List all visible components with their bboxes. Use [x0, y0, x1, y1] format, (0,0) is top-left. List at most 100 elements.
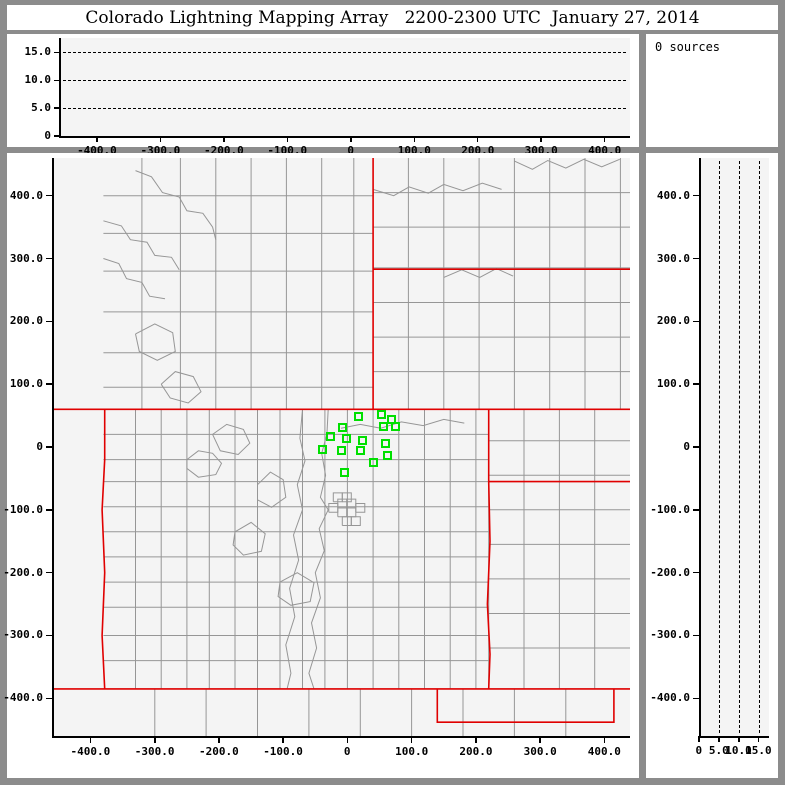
- lightning-source-marker: [342, 433, 352, 443]
- y-tick: [46, 446, 52, 448]
- gridline-v: [758, 161, 760, 733]
- y-tick-label: 100.0: [9, 377, 43, 391]
- county-line-irregular: [212, 423, 251, 456]
- x-tick: [223, 136, 225, 142]
- county-line-metro: [350, 516, 361, 526]
- x-tick-label: -300.0: [134, 745, 175, 758]
- x-axis-line: [59, 136, 630, 138]
- county-line-irregular: [135, 170, 217, 240]
- map-geography: [52, 158, 630, 736]
- y-tick: [46, 634, 52, 637]
- y-axis-line: [52, 158, 54, 736]
- x-tick: [476, 136, 479, 142]
- x-tick-label: 0: [695, 744, 703, 757]
- x-tick: [738, 736, 740, 742]
- y-tick-label: 200.0: [9, 314, 43, 328]
- x-tick-label: 400.0: [587, 745, 621, 758]
- x-tick: [539, 736, 541, 743]
- lightning-source-marker: [337, 445, 347, 455]
- x-tick-label: 200.0: [459, 745, 493, 758]
- county-line-metro: [346, 507, 357, 518]
- x-tick-label: -100.0: [263, 745, 303, 758]
- x-tick-label: 100.0: [395, 745, 429, 758]
- y-tick: [693, 571, 699, 574]
- altitude-north-panel: 400.0 300.0 200.0 100.0 0 -100.0 -200.0 -300.0 -…: [646, 153, 778, 778]
- y-tick-label: 100.0: [656, 377, 690, 391]
- y-tick-label: 0: [683, 440, 690, 453]
- y-tick-label: -300.0: [650, 628, 690, 642]
- state-border-co-east-lower: [486, 481, 491, 689]
- x-tick-label: 15.0: [745, 744, 772, 757]
- plan-view-map-panel: 400.0 300.0 200.0 100.0 0 -100.0 -200.0 -300.0 -…: [3, 153, 639, 778]
- altitude-time-plotarea: [59, 38, 630, 136]
- y-tick: [693, 383, 699, 385]
- x-tick: [282, 736, 284, 743]
- y-tick-label: 300.0: [9, 251, 43, 265]
- altitude-time-panel: 0 5.0 10.0 15.0 -400.0 -300.0 -200.0 -100.0 0 100…: [7, 34, 639, 157]
- river-line: [340, 418, 465, 429]
- x-axis-line: [52, 736, 630, 738]
- y-tick-label: -400.0: [3, 691, 43, 705]
- county-line-irregular: [372, 182, 502, 197]
- y-tick-label: 15.0: [24, 45, 52, 59]
- county-line-irregular: [160, 371, 202, 404]
- x-tick: [350, 136, 352, 142]
- x-tick: [218, 736, 220, 743]
- y-tick: [46, 697, 52, 700]
- x-tick: [475, 736, 477, 743]
- county-line-irregular: [103, 258, 166, 300]
- lightning-source-marker: [383, 451, 393, 461]
- x-tick: [603, 736, 606, 743]
- y-tick: [693, 509, 699, 511]
- x-tick: [159, 136, 162, 142]
- y-tick: [693, 634, 699, 637]
- x-tick-label: 0: [347, 144, 354, 157]
- lightning-source-marker: [356, 445, 366, 455]
- y-tick-label: -100.0: [3, 502, 43, 516]
- y-tick: [693, 194, 699, 197]
- county-line-metro: [341, 516, 352, 526]
- lightning-source-marker: [378, 421, 388, 431]
- y-tick-label: 300.0: [656, 251, 690, 265]
- county-line-irregular: [257, 471, 287, 508]
- x-tick: [410, 736, 413, 743]
- title-bar: Colorado Lightning Mapping Array 2200-23…: [7, 5, 778, 30]
- y-tick: [46, 257, 52, 260]
- x-tick: [286, 136, 289, 142]
- county-line-metro: [337, 507, 348, 518]
- lightning-source-marker: [369, 458, 379, 468]
- x-tick-label: 5.0: [708, 744, 729, 757]
- y-tick-label: -400.0: [650, 691, 690, 705]
- y-tick: [693, 446, 699, 448]
- gridline-h: [63, 80, 626, 82]
- altitude-north-plotarea: [699, 158, 769, 736]
- y-tick: [54, 135, 59, 137]
- x-tick-label: -400.0: [70, 745, 111, 758]
- y-tick: [46, 194, 52, 197]
- x-tick: [413, 136, 416, 142]
- x-tick: [698, 736, 700, 742]
- y-tick: [54, 107, 59, 109]
- y-tick: [46, 571, 52, 574]
- state-border-co-west: [101, 409, 106, 689]
- state-border-ok-panhandle: [436, 688, 615, 723]
- county-line-metro: [328, 503, 339, 513]
- gridline-h: [63, 108, 626, 110]
- lightning-source-marker: [354, 412, 364, 422]
- x-tick: [603, 136, 606, 142]
- lightning-source-marker: [381, 438, 391, 448]
- y-tick: [693, 697, 699, 700]
- gridline-h: [63, 52, 626, 54]
- x-tick-label: 0: [343, 745, 351, 758]
- lightning-source-marker: [391, 421, 401, 431]
- x-tick: [540, 136, 542, 142]
- y-tick: [54, 79, 59, 82]
- y-tick-label: 400.0: [9, 188, 43, 202]
- county-line-irregular: [135, 323, 176, 361]
- y-tick-label: -200.0: [650, 565, 690, 579]
- y-tick-label: 5.0: [31, 101, 51, 115]
- y-tick-label: 0: [36, 440, 43, 453]
- source-count-label: 0 sources: [655, 40, 721, 54]
- y-axis-line: [699, 158, 701, 736]
